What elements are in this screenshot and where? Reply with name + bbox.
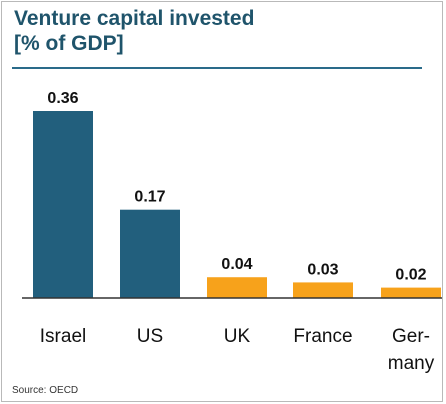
category-label-uk: UK <box>224 326 251 347</box>
data-label-germany: 0.02 <box>395 267 426 284</box>
category-label-us: US <box>137 326 163 347</box>
source-note: Source: OECD <box>12 385 79 396</box>
chart-subtitle: [% of GDP] <box>14 32 124 55</box>
bar-germany <box>381 287 441 298</box>
bar-us <box>120 209 180 298</box>
bar-israel <box>33 111 93 298</box>
data-label-france: 0.03 <box>307 261 338 278</box>
category-label-israel: Israel <box>40 326 86 347</box>
chart-title: Venture capital invested <box>14 7 255 30</box>
category-label-france: France <box>293 326 352 347</box>
bar-france <box>293 282 353 298</box>
category-label-germany: Ger- <box>392 326 430 347</box>
title-divider <box>12 67 422 69</box>
category-label-germany: many <box>388 353 435 374</box>
chart-title-block: Venture capital invested [% of GDP] <box>14 6 254 56</box>
data-label-israel: 0.36 <box>47 90 78 107</box>
data-label-us: 0.17 <box>134 189 165 206</box>
bar-uk <box>207 277 267 298</box>
data-label-uk: 0.04 <box>221 256 252 273</box>
